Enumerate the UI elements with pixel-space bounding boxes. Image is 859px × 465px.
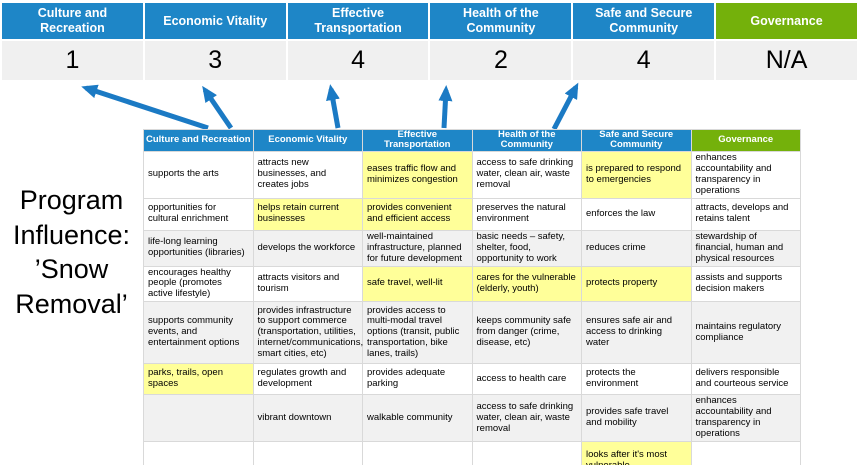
matrix-cell (143, 394, 254, 443)
banner-label: Safe and Secure Community (573, 3, 715, 39)
matrix-row: vibrant downtown walkable community access… (143, 394, 801, 443)
matrix-cell: stewardship of financial, human and phys… (690, 229, 801, 267)
matrix-cell-highlighted: helps retain current businesses (252, 197, 363, 231)
matrix-cell: walkable community (362, 394, 473, 443)
matrix-row: life-long learning opportunities (librar… (143, 229, 801, 267)
matrix-cell: protects the environment (581, 363, 692, 396)
banner-label: Economic Vitality (144, 3, 286, 39)
matrix-cell: access to safe drinking water, clean air… (471, 150, 582, 199)
matrix-cell: attracts, develops and retains talent (690, 197, 801, 231)
matrix-cell-highlighted: keeps community safe from danger (crime,… (471, 301, 582, 365)
matrix-cell-highlighted: eases traffic flow and minimizes congest… (362, 150, 473, 199)
banner-label: Health of the Community (430, 3, 572, 39)
banner-label: Governance (716, 3, 857, 39)
matrix-cell: encourages healthy people (promotes acti… (143, 265, 254, 303)
matrix-cell (252, 441, 363, 465)
banner-column: Governance N/A (716, 3, 857, 80)
matrix-cell: provides adequate parking (362, 363, 473, 396)
matrix-column-header: Safe and Secure Community (581, 129, 692, 152)
banner-score: N/A (716, 41, 857, 80)
banner-score: 3 (144, 41, 286, 80)
matrix-column-header: Governance (690, 129, 801, 152)
banner-column: Economic Vitality 3 (144, 3, 286, 80)
matrix-column-header: Culture and Recreation (143, 129, 254, 152)
matrix-cell: vibrant downtown (252, 394, 363, 443)
matrix-cell: delivers responsible and courteous servi… (690, 363, 801, 396)
matrix-cell: supports community events, and entertain… (143, 301, 254, 365)
banner-score: 4 (287, 41, 429, 80)
matrix-cell: enhances accountability and transparency… (690, 150, 801, 199)
matrix-column-header: Effective Transportation (362, 129, 473, 152)
matrix-column-header: Economic Vitality (252, 129, 363, 152)
banner-score: 1 (2, 41, 143, 80)
matrix-cell: opportunities for cultural enrichment (143, 197, 254, 231)
matrix-cell-highlighted: safe travel, well-lit (362, 265, 473, 303)
program-influence-title: Program Influence: ’Snow Removal’ (12, 185, 131, 319)
banner-column: Safe and Secure Community 4 (573, 3, 715, 80)
matrix-cell: well-maintained infrastructure, planned … (362, 229, 473, 267)
matrix-cell (690, 441, 801, 465)
banner-column: Culture and Recreation 1 (2, 3, 143, 80)
matrix-cell-highlighted: cares for the vulnerable (elderly, youth… (471, 265, 582, 303)
matrix-row: parks, trails, open spaces regulates grow… (143, 363, 801, 396)
matrix-body: supports the arts attracts new businesses… (143, 150, 801, 465)
matrix-cell: supports the arts (143, 150, 254, 199)
matrix-row: opportunities for cultural enrichment hel… (143, 197, 801, 231)
banner-label: Effective Transportation (287, 3, 429, 39)
influence-arrow (438, 85, 453, 129)
matrix-cell-highlighted: protects property (581, 265, 692, 303)
matrix-cell: regulates growth and development (252, 363, 363, 396)
banner: Culture and Recreation 1 Economic Vitality… (2, 3, 857, 80)
matrix-header-row: Culture and Recreation Economic Vitality E… (143, 129, 801, 152)
program-matrix: Culture and Recreation Economic Vitality E… (143, 129, 801, 465)
matrix-cell: preserves the natural environment (471, 197, 582, 231)
matrix-row: supports the arts attracts new businesses… (143, 150, 801, 199)
matrix-cell-highlighted: provides access to multi-modal travel op… (362, 301, 473, 365)
banner-score: 4 (573, 41, 715, 80)
matrix-cell-highlighted: is prepared to respond to emergencies (581, 150, 692, 199)
influence-arrow (551, 82, 579, 131)
matrix-cell (143, 441, 254, 465)
matrix-cell: maintains regulatory compliance (690, 301, 801, 365)
matrix-cell (362, 441, 473, 465)
influence-arrow (81, 84, 209, 131)
matrix-cell: develops the workforce (252, 229, 363, 267)
banner-label: Culture and Recreation (2, 3, 143, 39)
matrix-cell: ensures safe air and access to drinking … (581, 301, 692, 365)
arrows-svg (81, 82, 579, 131)
matrix-column-header: Health of the Community (471, 129, 582, 152)
matrix-cell-highlighted: provides infrastructure to support comme… (252, 301, 363, 365)
matrix-cell: life-long learning opportunities (librar… (143, 229, 254, 267)
matrix-cell: attracts new businesses, and creates job… (252, 150, 363, 199)
matrix-cell: assists and supports decision makers (690, 265, 801, 303)
matrix-cell: access to safe drinking water, clean air… (471, 394, 582, 443)
matrix-cell: enforces the law (581, 197, 692, 231)
influence-arrow (326, 84, 341, 129)
matrix-cell: reduces crime (581, 229, 692, 267)
matrix-cell: access to health care (471, 363, 582, 396)
matrix-row: supports community events, and entertain… (143, 301, 801, 365)
matrix-cell-highlighted: looks after it's most vulnerable (581, 441, 692, 465)
banner-score: 2 (430, 41, 572, 80)
matrix-cell: enhances accountability and transparency… (690, 394, 801, 443)
matrix-cell-highlighted: provides safe travel and mobility (581, 394, 692, 443)
banner-column: Effective Transportation 4 (287, 3, 429, 80)
banner-column: Health of the Community 2 (430, 3, 572, 80)
matrix-cell: attracts visitors and tourism (252, 265, 363, 303)
matrix-row: encourages healthy people (promotes acti… (143, 265, 801, 303)
influence-arrow (202, 85, 234, 130)
matrix-cell-highlighted: basic needs – safety, shelter, food, opp… (471, 229, 582, 267)
matrix-cell-highlighted: parks, trails, open spaces (143, 363, 254, 396)
matrix-row: looks after it's most vulnerable (143, 441, 801, 465)
matrix-cell-highlighted: provides convenient and efficient access (362, 197, 473, 231)
matrix-cell (471, 441, 582, 465)
